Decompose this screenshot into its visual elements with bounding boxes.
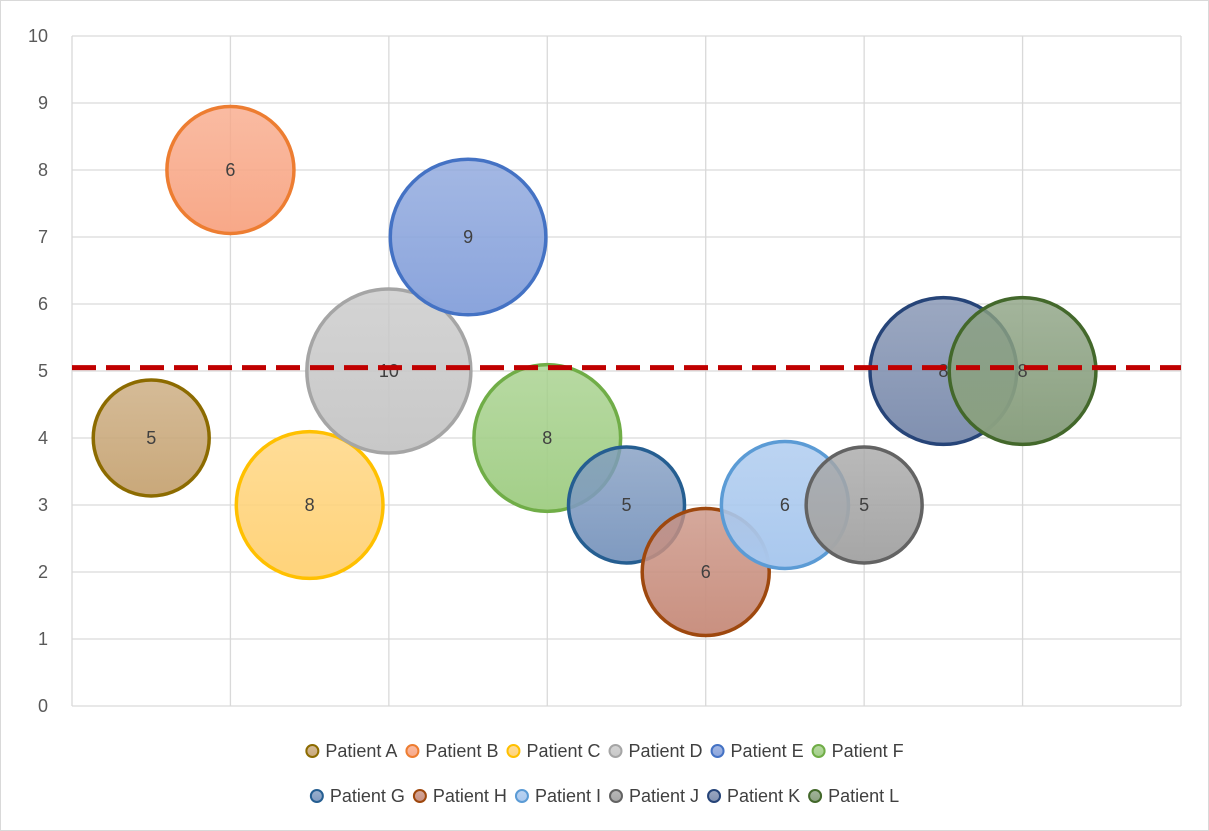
legend-item-patient-f: Patient F bbox=[811, 741, 904, 761]
bubble-patient-c-label: 8 bbox=[305, 495, 315, 515]
bubble-patient-b-circle bbox=[165, 104, 296, 236]
legend-item-patient-j: Patient J bbox=[608, 786, 699, 806]
bubble-patient-l: 8 bbox=[947, 295, 1098, 447]
bubble-patient-b: 6 bbox=[165, 104, 296, 236]
legend-item-patient-k: Patient K bbox=[707, 786, 800, 806]
bubble-patient-e-circle bbox=[388, 157, 548, 317]
legend-marker-patient-l bbox=[808, 789, 823, 803]
bubble-patient-a: 5 bbox=[91, 378, 211, 498]
bubble-patient-a-label: 5 bbox=[146, 428, 156, 448]
y-tick-label: 10 bbox=[28, 26, 48, 46]
legend-item-patient-e: Patient E bbox=[710, 741, 804, 761]
legend-label-patient-g: Patient G bbox=[330, 786, 405, 806]
bubble-patient-l-label: 8 bbox=[1018, 361, 1028, 381]
bubble-patient-f-label: 8 bbox=[542, 428, 552, 448]
bubble-patient-c: 8 bbox=[234, 429, 385, 581]
y-tick-label: 3 bbox=[38, 495, 48, 515]
legend-marker-patient-a bbox=[305, 744, 320, 758]
legend-label-patient-d: Patient D bbox=[629, 741, 703, 761]
legend-marker-patient-c bbox=[506, 744, 521, 758]
bubble-patient-j-label: 5 bbox=[859, 495, 869, 515]
y-tick-label: 4 bbox=[38, 428, 48, 448]
legend-item-patient-h: Patient H bbox=[412, 786, 507, 806]
bubble-patient-e-label: 9 bbox=[463, 227, 473, 247]
bubble-patient-a-circle bbox=[91, 378, 211, 498]
y-tick-label: 7 bbox=[38, 227, 48, 247]
bubble-patient-e: 9 bbox=[388, 157, 548, 317]
bubble-patient-c-circle bbox=[234, 429, 385, 581]
legend-label-patient-b: Patient B bbox=[425, 741, 498, 761]
legend-item-patient-g: Patient G bbox=[309, 786, 405, 806]
legend-marker-patient-h bbox=[412, 789, 427, 803]
legend-label-patient-e: Patient E bbox=[731, 741, 804, 761]
bubble-patient-l-circle bbox=[947, 295, 1098, 447]
legend-item-patient-d: Patient D bbox=[608, 741, 703, 761]
bubble-patient-j: 5 bbox=[804, 445, 924, 565]
legend-label-patient-c: Patient C bbox=[526, 741, 600, 761]
legend-label-patient-k: Patient K bbox=[727, 786, 800, 806]
y-tick-label: 1 bbox=[38, 629, 48, 649]
legend-item-patient-a: Patient A bbox=[305, 741, 397, 761]
legend-item-patient-b: Patient B bbox=[405, 741, 498, 761]
legend-marker-patient-f bbox=[811, 744, 826, 758]
legend-marker-patient-k bbox=[707, 789, 722, 803]
bubble-patient-h-label: 6 bbox=[701, 562, 711, 582]
y-tick-label: 5 bbox=[38, 361, 48, 381]
legend-item-patient-c: Patient C bbox=[506, 741, 601, 761]
bubble-patient-i-label: 6 bbox=[780, 495, 790, 515]
legend-marker-patient-e bbox=[710, 744, 725, 758]
legend-label-patient-j: Patient J bbox=[629, 786, 699, 806]
bubble-patient-d-label: 10 bbox=[379, 361, 399, 381]
y-tick-label: 0 bbox=[38, 696, 48, 716]
legend-marker-patient-b bbox=[405, 744, 420, 758]
legend-label-patient-a: Patient A bbox=[325, 741, 397, 761]
y-tick-label: 9 bbox=[38, 93, 48, 113]
y-tick-label: 2 bbox=[38, 562, 48, 582]
bubble-patient-b-label: 6 bbox=[225, 160, 235, 180]
legend-label-patient-i: Patient I bbox=[535, 786, 601, 806]
bubble-patient-k-label: 8 bbox=[938, 361, 948, 381]
legend-marker-patient-i bbox=[514, 789, 529, 803]
bubble-patient-g-label: 5 bbox=[621, 495, 631, 515]
bubble-patient-d-circle bbox=[305, 287, 473, 455]
legend-marker-patient-g bbox=[309, 789, 324, 803]
legend-label-patient-h: Patient H bbox=[433, 786, 507, 806]
legend-item-patient-i: Patient I bbox=[514, 786, 601, 806]
legend-marker-patient-j bbox=[608, 789, 623, 803]
bubble-patient-d: 10 bbox=[305, 287, 473, 455]
legend: Patient A Patient B Patient C Patient D Pati… bbox=[305, 741, 904, 806]
y-tick-label: 8 bbox=[38, 160, 48, 180]
legend-label-patient-l: Patient L bbox=[828, 786, 899, 806]
legend-label-patient-f: Patient F bbox=[832, 741, 904, 761]
bubbles: 5 6 8 10 9 8 5 6 6 5 8 8 bbox=[91, 104, 1098, 638]
bubble-patient-j-circle bbox=[804, 445, 924, 565]
y-axis-tick-labels: 0 1 2 3 4 5 6 7 8 9 10 bbox=[28, 26, 48, 716]
legend-item-patient-l: Patient L bbox=[808, 786, 899, 806]
legend-marker-patient-d bbox=[608, 744, 623, 758]
y-tick-label: 6 bbox=[38, 294, 48, 314]
